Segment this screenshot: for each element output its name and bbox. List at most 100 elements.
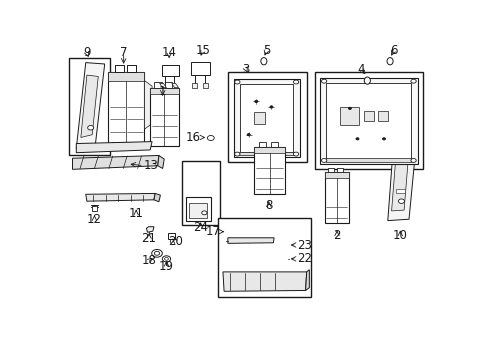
- Text: 11: 11: [128, 207, 143, 220]
- Bar: [337, 168, 343, 172]
- Bar: [326, 158, 410, 162]
- Circle shape: [247, 134, 250, 136]
- Ellipse shape: [260, 58, 266, 65]
- Polygon shape: [158, 156, 164, 168]
- Polygon shape: [391, 149, 408, 211]
- Bar: [115, 66, 123, 72]
- Bar: [227, 72, 306, 162]
- Circle shape: [321, 79, 326, 83]
- Text: 24: 24: [193, 221, 208, 234]
- Circle shape: [87, 126, 94, 130]
- Bar: [324, 172, 348, 223]
- Text: 4: 4: [357, 63, 364, 76]
- Text: 8: 8: [264, 199, 272, 212]
- Polygon shape: [81, 75, 98, 138]
- Polygon shape: [76, 63, 104, 149]
- Polygon shape: [223, 272, 306, 291]
- Bar: [69, 58, 109, 156]
- Text: 20: 20: [168, 235, 183, 248]
- Bar: [364, 111, 373, 121]
- Text: 6: 6: [389, 44, 397, 57]
- Bar: [168, 233, 175, 239]
- Circle shape: [347, 107, 351, 109]
- Circle shape: [234, 152, 240, 156]
- Circle shape: [382, 138, 385, 140]
- Polygon shape: [76, 141, 152, 153]
- Text: 17: 17: [205, 225, 220, 238]
- Bar: [92, 206, 97, 211]
- Text: 13: 13: [143, 159, 158, 172]
- Polygon shape: [72, 156, 159, 169]
- Text: 15: 15: [195, 44, 210, 57]
- Circle shape: [269, 106, 272, 108]
- Text: 1: 1: [159, 85, 166, 98]
- Ellipse shape: [364, 77, 369, 84]
- Bar: [327, 168, 333, 172]
- Polygon shape: [144, 81, 152, 129]
- Text: 3: 3: [242, 63, 249, 76]
- Text: 21: 21: [141, 232, 156, 245]
- Circle shape: [154, 251, 159, 255]
- Text: 5: 5: [263, 44, 270, 57]
- Bar: [150, 87, 178, 94]
- Bar: [319, 78, 417, 164]
- Circle shape: [207, 135, 214, 140]
- Polygon shape: [305, 270, 309, 291]
- Bar: [112, 141, 141, 149]
- Text: 10: 10: [392, 229, 407, 242]
- Polygon shape: [203, 84, 208, 89]
- Circle shape: [162, 256, 170, 262]
- Bar: [270, 142, 277, 147]
- Bar: [254, 112, 264, 123]
- Circle shape: [410, 158, 415, 162]
- Bar: [254, 147, 284, 194]
- Bar: [190, 62, 210, 75]
- Circle shape: [355, 138, 358, 140]
- Bar: [240, 84, 292, 152]
- Text: 2: 2: [333, 229, 340, 242]
- Text: 23: 23: [296, 239, 311, 252]
- Text: 9: 9: [83, 46, 90, 59]
- Bar: [218, 218, 311, 297]
- Polygon shape: [171, 84, 178, 87]
- Ellipse shape: [386, 58, 392, 65]
- Text: 22: 22: [296, 252, 311, 265]
- Bar: [324, 172, 348, 178]
- Bar: [127, 66, 136, 72]
- Polygon shape: [387, 139, 416, 221]
- Polygon shape: [154, 193, 160, 202]
- Circle shape: [293, 152, 298, 156]
- Bar: [254, 147, 284, 153]
- Polygon shape: [159, 84, 166, 87]
- Bar: [314, 72, 422, 169]
- Circle shape: [234, 80, 240, 84]
- Text: 7: 7: [120, 46, 127, 59]
- Bar: [189, 203, 207, 218]
- Text: 14: 14: [162, 46, 176, 59]
- Circle shape: [410, 79, 415, 83]
- Bar: [108, 72, 144, 143]
- Bar: [233, 79, 299, 157]
- Bar: [395, 189, 405, 193]
- Polygon shape: [85, 193, 155, 201]
- Circle shape: [202, 211, 206, 215]
- Circle shape: [164, 257, 168, 260]
- Polygon shape: [227, 238, 274, 243]
- Text: 18: 18: [142, 254, 156, 267]
- Bar: [181, 161, 219, 225]
- Circle shape: [321, 158, 326, 162]
- Bar: [326, 83, 410, 159]
- Circle shape: [254, 100, 257, 103]
- Bar: [164, 82, 172, 87]
- Circle shape: [151, 249, 162, 257]
- Text: 12: 12: [87, 213, 102, 226]
- Polygon shape: [146, 227, 154, 232]
- Bar: [154, 82, 161, 87]
- Bar: [259, 142, 265, 147]
- Text: 16: 16: [185, 131, 200, 144]
- Circle shape: [293, 80, 298, 84]
- Bar: [150, 87, 178, 146]
- Bar: [161, 65, 178, 76]
- Circle shape: [398, 199, 404, 203]
- Bar: [186, 197, 210, 221]
